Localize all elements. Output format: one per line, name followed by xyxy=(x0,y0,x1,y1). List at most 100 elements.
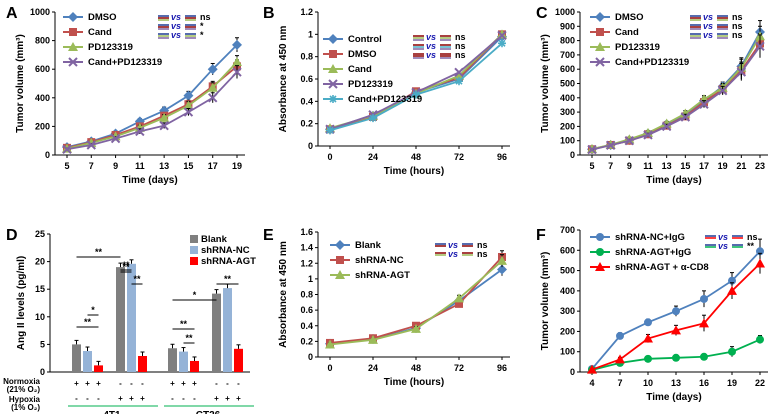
data-point xyxy=(498,39,506,48)
y-tick-label: 300 xyxy=(560,306,575,316)
x-tick-label: 5 xyxy=(589,161,594,171)
stats-vs: vs xyxy=(426,41,436,51)
stats-vs: vs xyxy=(718,241,728,251)
stats-key: vs ns vs ns vs ns xyxy=(413,32,466,60)
bar xyxy=(138,355,147,372)
data-point xyxy=(624,135,635,146)
data-point xyxy=(672,353,680,362)
x-axis-label: Time (hours) xyxy=(384,377,444,388)
series-shrna-agt xyxy=(325,254,507,349)
x-tick-label: 15 xyxy=(183,161,193,171)
data-point xyxy=(369,114,377,123)
normoxia-sign: - xyxy=(226,379,229,388)
data-point xyxy=(232,57,242,67)
data-point xyxy=(605,140,616,150)
y-tick-label: 600 xyxy=(560,64,575,74)
data-point xyxy=(699,99,709,109)
y-tick-label: 0 xyxy=(570,367,575,377)
normoxia-o2-label: (21% O₂) xyxy=(7,385,41,394)
legend-label: DMSO xyxy=(615,12,644,23)
y-tick-label: 1.2 xyxy=(300,7,313,17)
data-point xyxy=(368,334,378,344)
hypoxia-sign: - xyxy=(86,394,89,403)
x-tick-label: 11 xyxy=(135,161,145,171)
legend-marker xyxy=(329,95,337,103)
data-point xyxy=(727,285,737,295)
data-point xyxy=(497,255,507,265)
y-tick-label: 5 xyxy=(40,339,45,349)
stats-vs: vs xyxy=(703,12,713,22)
bar xyxy=(94,365,103,372)
data-point xyxy=(454,70,464,80)
x-tick-label: 5 xyxy=(64,161,69,171)
stats-vs: vs xyxy=(426,32,436,42)
x-tick-label: 96 xyxy=(497,152,507,162)
y-tick-label: 0 xyxy=(570,150,575,160)
data-point xyxy=(615,354,625,364)
x-tick-label: 72 xyxy=(454,363,464,373)
hypoxia-o2-label: (1% O₂) xyxy=(11,403,40,412)
legend-marker xyxy=(69,28,77,36)
y-tick-label: 0.6 xyxy=(300,305,313,315)
y-tick-label: 600 xyxy=(35,64,50,74)
x-tick-label: 11 xyxy=(643,161,653,171)
y-tick-label: 500 xyxy=(560,266,575,276)
y-tick-label: 200 xyxy=(35,121,50,131)
bar xyxy=(72,344,81,372)
legend-marker xyxy=(595,57,605,67)
y-tick-label: 1 xyxy=(308,29,313,39)
x-tick-label: 23 xyxy=(755,161,765,171)
sig-label: * xyxy=(91,305,95,315)
series-shrna-agt-cd8 xyxy=(587,252,765,374)
normoxia-sign: + xyxy=(85,379,90,388)
bar xyxy=(179,351,188,372)
legend-marker xyxy=(68,12,78,22)
series-cand-pd123319 xyxy=(62,65,242,154)
x-tick-label: 0 xyxy=(327,363,332,373)
panel-e: E 0 0.2 0.4 0.6 0.8 1 1.2 1.4 1.6 0 24 48 72 96 Time (h… xyxy=(263,227,510,388)
legend-label: PD123319 xyxy=(88,42,133,53)
hypoxia-sign: + xyxy=(214,394,219,403)
series-line xyxy=(591,45,761,151)
hypoxia-sign: + xyxy=(129,394,134,403)
series-dmso xyxy=(587,20,765,155)
legend: shRNA-NC+IgG shRNA-AGT+IgG shRNA-AGT + α-C… xyxy=(590,232,709,273)
legend-marker xyxy=(596,233,604,241)
data-point xyxy=(755,41,765,52)
bar xyxy=(234,348,243,372)
data-point xyxy=(700,294,708,303)
y-tick-label: 15 xyxy=(35,284,45,294)
y-tick-label: 1.6 xyxy=(300,227,313,237)
stats-result: ns xyxy=(455,50,466,60)
panel-label: E xyxy=(263,227,274,244)
y-tick-label: 300 xyxy=(560,107,575,117)
legend-marker xyxy=(595,262,605,271)
y-tick-label: 400 xyxy=(35,93,50,103)
normoxia-sign: + xyxy=(96,379,101,388)
data-point xyxy=(736,67,747,77)
stats-vs: vs xyxy=(171,21,181,31)
legend-label: Cand xyxy=(348,64,372,75)
hypoxia-sign: - xyxy=(193,394,196,403)
x-tick-label: 7 xyxy=(617,378,622,388)
y-tick-label: 0.8 xyxy=(300,52,313,62)
data-point xyxy=(699,318,709,328)
normoxia-sign: - xyxy=(237,379,240,388)
significance: ****************** xyxy=(76,247,239,344)
data-point xyxy=(643,130,653,140)
y-tick-label: 0.4 xyxy=(300,321,313,331)
y-tick-label: 25 xyxy=(35,229,45,239)
bar xyxy=(127,263,136,372)
y-tick-label: 100 xyxy=(560,347,575,357)
y-tick-label: 100 xyxy=(560,136,575,146)
legend-label: Blank xyxy=(355,240,382,251)
series-shrna-nc-igg xyxy=(588,238,764,373)
data-point xyxy=(671,325,681,335)
series-line xyxy=(66,61,238,150)
legend-label: Control xyxy=(348,34,382,45)
normoxia-label: Normoxia xyxy=(3,377,40,386)
legend-label: shRNA-AGT+IgG xyxy=(615,247,691,258)
